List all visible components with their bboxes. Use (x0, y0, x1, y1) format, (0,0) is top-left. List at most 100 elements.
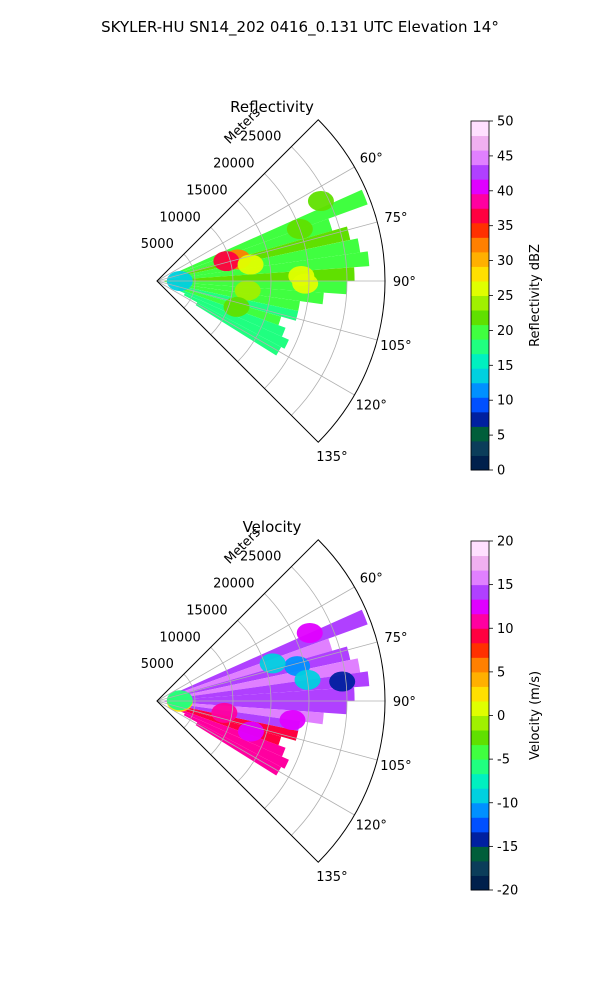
reflectivity-colorbar-swatch (471, 164, 489, 180)
reflectivity-colorbar-swatch (471, 251, 489, 267)
reflectivity-colorbar-swatch (471, 193, 489, 209)
velocity-colorbar-swatch (471, 642, 489, 658)
velocity-azimuth-gridline (156, 586, 355, 702)
velocity-colorbar-swatch (471, 584, 489, 600)
reflectivity-sector-outline (156, 119, 386, 443)
velocity-azimuth-gridline (156, 641, 378, 702)
reflectivity-azimuth-tick-label: 75° (384, 211, 407, 226)
velocity-colorbar-swatch (471, 715, 489, 731)
velocity-echo-wedge (179, 658, 361, 698)
velocity-colorbar-tick-label: -5 (497, 753, 510, 768)
velocity-echo-cell (211, 702, 238, 723)
velocity-echo-wedge (177, 708, 286, 757)
reflectivity-azimuth-tick-label: 105° (380, 339, 411, 354)
reflectivity-colorbar-tick-label: 15 (497, 359, 514, 374)
velocity-sector-outline (156, 539, 386, 863)
velocity-colorbar-swatch (471, 875, 489, 891)
reflectivity-colorbar-tick-label: 30 (497, 254, 514, 269)
reflectivity-colorbar-swatch (471, 208, 489, 224)
velocity-colorbar-swatch (471, 817, 489, 833)
reflectivity-echo-cell (288, 265, 315, 286)
reflectivity-range-tick-label: 10000 (159, 210, 200, 225)
reflectivity-range-tick-label: 25000 (240, 130, 281, 145)
velocity-colorbar-label: Velocity (m/s) (528, 671, 543, 760)
velocity-colorbar-swatch (471, 555, 489, 571)
reflectivity-colorbar-swatch (471, 339, 489, 355)
velocity-colorbar-swatch (471, 860, 489, 876)
reflectivity-colorbar-label: Reflectivity dBZ (528, 244, 543, 347)
reflectivity-colorbar-tick-label: 5 (497, 429, 505, 444)
reflectivity-colorbar-swatch (471, 310, 489, 326)
velocity-colorbar-tick-label: -10 (497, 796, 518, 811)
velocity-colorbar-swatch (471, 700, 489, 716)
reflectivity-colorbar: 0 5 10 15 20 25 30 35 40 45 50 Reflectivity dBZ (470, 115, 543, 479)
reflectivity-echo-cell (237, 254, 264, 275)
velocity-range-tick-label: 25000 (240, 550, 281, 565)
reflectivity-colorbar-swatch (471, 280, 489, 296)
velocity-azimuth-tick-label: 105° (380, 759, 411, 774)
reflectivity-colorbar-swatch (471, 353, 489, 369)
reflectivity-echo-cell (234, 280, 261, 301)
reflectivity-colorbar-swatch (471, 455, 489, 471)
reflectivity-colorbar-swatch (471, 397, 489, 413)
reflectivity-echo-cell (307, 191, 334, 212)
reflectivity-colorbar-swatch (471, 135, 489, 151)
reflectivity-azimuth-tick-label: 60° (360, 151, 383, 166)
reflectivity-colorbar-tick-label: 35 (497, 219, 514, 234)
velocity-colorbar-tick-label: 0 (497, 709, 505, 724)
velocity-colorbar-swatch (471, 613, 489, 629)
reflectivity-colorbar-swatch (471, 382, 489, 398)
reflectivity-colorbar-tick-label: 25 (497, 289, 514, 304)
velocity-colorbar-tick-label: -20 (497, 884, 518, 899)
velocity-colorbar-swatch (471, 671, 489, 687)
velocity-azimuth-tick-label: 75° (384, 631, 407, 646)
reflectivity-range-tick-label: 5000 (141, 237, 174, 252)
reflectivity-colorbar-swatch (471, 295, 489, 311)
reflectivity-azimuth-gridline (156, 166, 355, 282)
velocity-range-tick-label: 20000 (213, 577, 254, 592)
reflectivity-colorbar-swatch (471, 324, 489, 340)
reflectivity-sector: 500010000150002000025000Meters60°75°90°1… (141, 105, 416, 465)
velocity-echo-cell (279, 710, 306, 731)
velocity-echo-cell (329, 671, 356, 692)
reflectivity-colorbar-swatch (471, 426, 489, 442)
velocity-azimuth-tick-label: 135° (316, 870, 347, 885)
velocity-colorbar-swatch (471, 831, 489, 847)
velocity-sector: 500010000150002000025000Meters60°75°90°1… (141, 525, 416, 885)
figure-title: SKYLER-HU SN14_202 0416_0.131 UTC Elevat… (101, 18, 499, 37)
velocity-echo-cell (296, 622, 323, 643)
reflectivity-colorbar-tick-label: 10 (497, 394, 514, 409)
reflectivity-azimuth-gridline (156, 280, 355, 396)
reflectivity-colorbar-tick-label: 50 (497, 115, 514, 130)
velocity-colorbar-swatch (471, 802, 489, 818)
reflectivity-title: Reflectivity (230, 98, 314, 116)
reflectivity-azimuth-tick-label: 120° (356, 399, 387, 414)
velocity-azimuth-gridline (156, 700, 355, 816)
reflectivity-colorbar-swatch (471, 266, 489, 282)
velocity-colorbar-swatch (471, 773, 489, 789)
velocity-colorbar-tick-label: -15 (497, 840, 518, 855)
reflectivity-panel: Reflectivity 500010000150002000025000Met… (141, 98, 543, 479)
velocity-echo-wedge (164, 687, 355, 701)
reflectivity-azimuth-gridline (156, 221, 378, 282)
velocity-colorbar-swatch (471, 730, 489, 746)
velocity-azimuth-gridline (156, 700, 378, 761)
velocity-colorbar-tick-label: 10 (497, 622, 514, 637)
reflectivity-echo-cell (213, 251, 240, 272)
reflectivity-azimuth-gridline (156, 280, 378, 341)
velocity-echo-wedge (183, 713, 289, 769)
reflectivity-colorbar-swatch (471, 237, 489, 253)
velocity-colorbar-swatch (471, 846, 489, 862)
velocity-azimuth-tick-label: 120° (356, 819, 387, 834)
reflectivity-azimuth-tick-label: 90° (393, 275, 416, 290)
velocity-colorbar-swatch (471, 599, 489, 615)
velocity-colorbar-tick-label: 5 (497, 665, 505, 680)
velocity-echo-cell (237, 721, 264, 742)
velocity-range-tick-label: 10000 (159, 630, 200, 645)
velocity-colorbar-swatch (471, 628, 489, 644)
reflectivity-azimuth-tick-label: 135° (316, 450, 347, 465)
velocity-azimuth-tick-label: 90° (393, 695, 416, 710)
reflectivity-colorbar-tick-label: 20 (497, 324, 514, 339)
reflectivity-colorbar-swatch (471, 368, 489, 384)
